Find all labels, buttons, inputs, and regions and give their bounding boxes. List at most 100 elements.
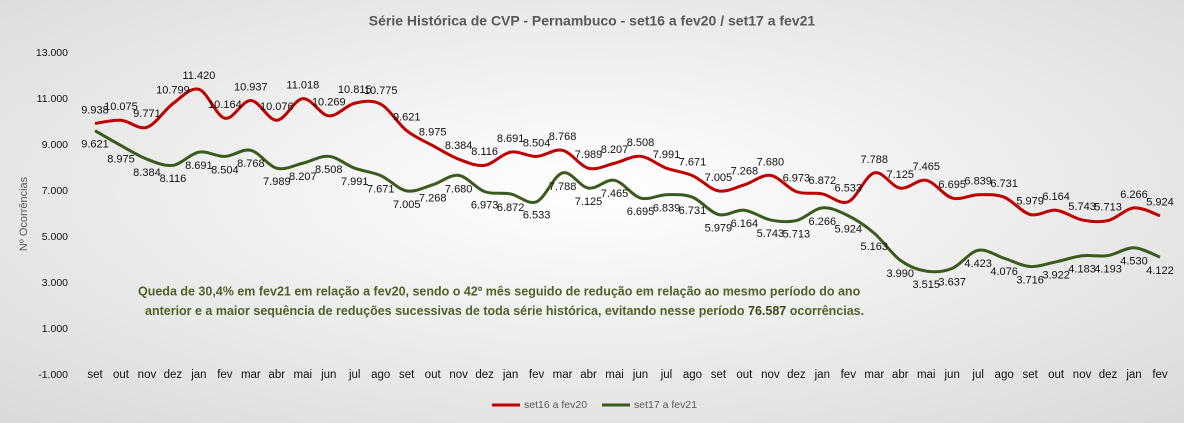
data-label: 5.924	[1146, 197, 1174, 209]
y-tick-label: 9.000	[42, 139, 68, 151]
data-label: 10.164	[208, 99, 242, 111]
y-tick-label: 7.000	[42, 185, 68, 197]
x-tick-label: jun	[320, 369, 336, 381]
x-tick-label: abr	[580, 369, 597, 381]
data-label: 4.530	[1120, 256, 1148, 268]
data-label: 6.973	[471, 200, 499, 212]
data-label: 9.771	[133, 108, 161, 120]
data-label: 3.922	[1042, 270, 1070, 282]
data-label: 10.775	[364, 85, 398, 97]
data-label: 5.979	[1016, 195, 1044, 207]
data-label: 6.872	[497, 202, 525, 214]
annotation-part: anterior e a maior sequência de reduções…	[145, 304, 745, 318]
data-label: 3.637	[938, 276, 966, 288]
data-label: 5.163	[861, 241, 889, 253]
x-tick-label: fev	[529, 369, 545, 381]
data-label: 6.839	[964, 176, 992, 188]
y-tick-label: 5.000	[42, 231, 68, 243]
x-tick-label: set	[1022, 369, 1038, 381]
data-label: 7.268	[419, 193, 447, 205]
x-tick-label: set	[711, 369, 727, 381]
data-label: 8.207	[601, 144, 629, 156]
x-tick-label: mar	[864, 369, 884, 381]
data-label: 6.266	[1120, 189, 1148, 201]
data-label: 7.465	[601, 188, 629, 200]
x-tick-label: fev	[217, 369, 233, 381]
data-label: 7.671	[679, 156, 707, 168]
legend-label: set16 a fev20	[524, 399, 587, 411]
data-label: 3.990	[886, 268, 914, 280]
data-label: 7.788	[549, 181, 577, 193]
data-label: 8.384	[445, 140, 473, 152]
data-label: 6.839	[653, 203, 681, 215]
x-tick-label: dez	[787, 369, 806, 381]
data-label: 6.872	[809, 175, 837, 187]
data-label: 8.116	[471, 146, 498, 158]
data-label: 5.924	[835, 224, 863, 236]
annotation: Queda de 30,4% em fev21 em relação a fev…	[138, 284, 861, 298]
x-tick-label: jan	[502, 369, 518, 381]
data-label: 4.183	[1068, 264, 1096, 276]
x-tick-label: set	[87, 369, 103, 381]
x-tick-label: jan	[814, 369, 830, 381]
x-tick-label: set	[399, 369, 415, 381]
x-tick-label: jan	[1125, 369, 1141, 381]
data-label: 10.075	[104, 101, 138, 113]
x-tick-label: ago	[683, 369, 702, 381]
data-label: 10.799	[156, 85, 190, 97]
data-label: 5.743	[1068, 201, 1096, 213]
x-tick-label: jul	[660, 369, 673, 381]
x-tick-label: mai	[294, 369, 313, 381]
x-tick-label: dez	[164, 369, 183, 381]
x-tick-label: ago	[371, 369, 390, 381]
data-label: 9.621	[81, 139, 109, 151]
data-label: 10.937	[234, 81, 268, 93]
data-label: 8.508	[315, 164, 343, 176]
x-tick-label: mar	[241, 369, 261, 381]
data-label: 8.207	[289, 171, 317, 183]
x-tick-label: mai	[605, 369, 624, 381]
data-label: 11.420	[182, 70, 215, 82]
annotation-part: ocorrências.	[790, 304, 864, 318]
x-tick-label: out	[113, 369, 130, 381]
data-label: 5.743	[757, 228, 785, 240]
y-tick-label: 13.000	[36, 47, 68, 59]
data-label: 7.465	[912, 161, 940, 173]
data-label: 10.815	[338, 84, 372, 96]
data-label: 5.713	[1094, 202, 1122, 214]
data-label: 6.164	[731, 218, 759, 230]
data-label: 6.695	[627, 206, 655, 218]
y-tick-label: 1.000	[42, 323, 68, 335]
data-label: 7.005	[393, 199, 421, 211]
data-label: 7.788	[861, 154, 889, 166]
data-label: 3.716	[1016, 274, 1044, 286]
x-tick-label: dez	[475, 369, 494, 381]
data-label: 7.680	[445, 183, 473, 195]
data-label: 7.671	[367, 183, 395, 195]
data-label: 7.991	[653, 149, 681, 161]
data-label: 10.076	[260, 101, 294, 113]
data-label: 8.384	[133, 167, 161, 179]
annotation-number: 76.587	[748, 304, 786, 318]
data-label: 8.691	[497, 133, 525, 145]
data-label: 7.989	[263, 176, 291, 188]
data-label: 6.731	[679, 205, 707, 217]
data-label: 8.691	[185, 160, 213, 172]
annotation: anterior e a maior sequência de reduções…	[145, 304, 864, 318]
x-tick-label: jan	[190, 369, 206, 381]
data-label: 6.731	[990, 178, 1018, 190]
x-tick-label: abr	[269, 369, 286, 381]
data-label: 8.768	[237, 158, 265, 170]
data-label: 4.076	[990, 266, 1018, 278]
y-tick-label: -1.000	[38, 369, 68, 381]
data-label: 8.116	[160, 173, 187, 185]
x-tick-label: fev	[841, 369, 857, 381]
data-label: 8.504	[523, 137, 551, 149]
data-label: 6.695	[938, 179, 966, 191]
data-label: 8.508	[627, 137, 655, 149]
x-tick-label: nov	[1073, 369, 1092, 381]
data-label: 7.125	[575, 196, 603, 208]
x-tick-label: nov	[761, 369, 780, 381]
data-label: 9.938	[81, 104, 109, 116]
